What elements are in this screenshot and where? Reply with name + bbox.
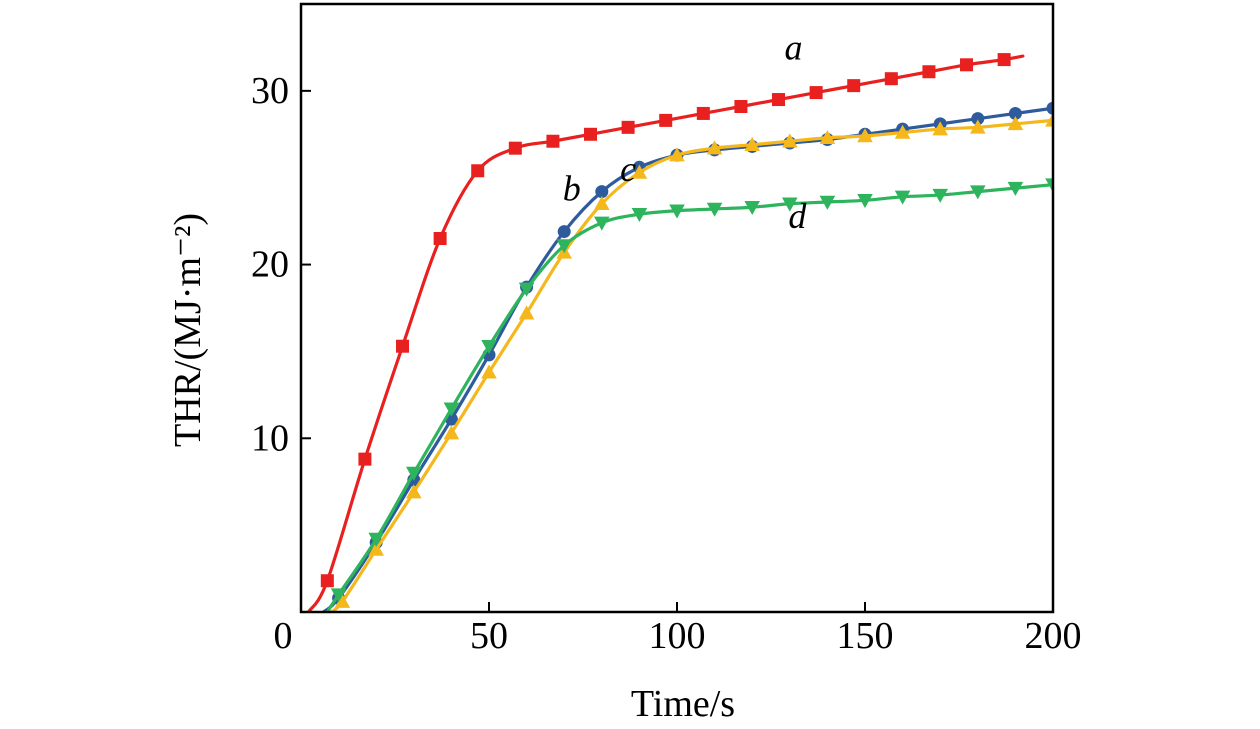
series-d-point <box>631 207 648 222</box>
x-axis-ticks: 0 50 100 150 200 <box>274 602 1082 657</box>
series-a-point <box>433 232 447 246</box>
series-c-point <box>631 164 648 179</box>
series-d-point <box>706 202 723 217</box>
series-d-point <box>970 185 986 200</box>
series-b-point <box>1046 101 1053 115</box>
series-a-point <box>621 120 635 134</box>
series-c-point <box>368 541 384 556</box>
series-d-point <box>481 339 497 355</box>
series-d-point <box>1045 178 1053 193</box>
series-d-point <box>1007 181 1024 196</box>
series-a-point <box>734 99 748 113</box>
series-d-point <box>744 201 760 216</box>
series-d-point <box>518 282 535 297</box>
series-c-point <box>706 140 723 155</box>
series-a-point <box>471 164 485 178</box>
series-a-point <box>884 72 898 86</box>
series-d-point <box>857 194 873 209</box>
series-c-point <box>594 195 610 211</box>
series-label-a: a <box>785 28 803 68</box>
x-tick-label-50: 50 <box>470 615 508 657</box>
series-b-line <box>321 106 1053 612</box>
series-label-d: d <box>788 196 807 236</box>
series-c-point <box>894 124 911 139</box>
series-b-point <box>595 185 609 199</box>
series-c-point <box>481 364 497 379</box>
series-c-point <box>744 136 760 151</box>
series-a-point <box>847 79 861 93</box>
series-c-point <box>669 147 685 162</box>
series-d-point <box>443 402 460 417</box>
series-c-point <box>334 593 351 608</box>
series-a-point <box>960 58 974 72</box>
series-a-point <box>997 53 1011 67</box>
series-d <box>325 178 1053 612</box>
series-c-point <box>1045 112 1053 127</box>
series-d-point <box>594 216 610 231</box>
series-a-point <box>320 574 334 588</box>
series-d-point <box>368 532 384 547</box>
series-c-line <box>329 118 1053 612</box>
series-b-point <box>557 225 571 239</box>
series-a-point <box>659 113 673 127</box>
series-c-point <box>857 128 873 143</box>
x-axis-title: Time/s <box>631 683 735 724</box>
series-label-b: b <box>563 168 581 208</box>
series-c-point <box>970 119 986 134</box>
series-c-point <box>1007 116 1024 131</box>
series-d-point <box>406 466 422 481</box>
series-d-point <box>556 239 572 254</box>
series-d-point <box>330 588 347 603</box>
y-tick-label-10: 10 <box>251 417 289 459</box>
series-c-point <box>819 129 836 144</box>
series-a-point <box>809 86 823 100</box>
series-layer <box>306 53 1053 612</box>
series-c-point <box>406 484 422 499</box>
series-label-layer: a b c d <box>563 28 808 237</box>
series-a <box>306 53 1025 612</box>
series-d-point <box>669 204 685 219</box>
y-axis-ticks: 10 20 30 <box>251 70 311 459</box>
series-c-point <box>443 425 460 440</box>
x-tick-label-150: 150 <box>837 615 894 657</box>
series-c-point <box>932 121 948 136</box>
series-label-c: c <box>620 149 636 189</box>
series-a-point <box>396 339 410 353</box>
y-tick-label-30: 30 <box>251 70 289 112</box>
y-axis-title: THR/(MJ·m⁻²) <box>167 213 209 447</box>
series-a-line <box>306 54 1025 612</box>
series-d-point <box>819 195 836 210</box>
series-d-point <box>782 197 798 212</box>
series-a-point <box>772 93 786 107</box>
series-c <box>329 112 1053 612</box>
series-a-point <box>922 65 936 79</box>
series-a-point <box>508 141 522 155</box>
series-b <box>321 101 1053 612</box>
series-d-point <box>932 188 948 203</box>
series-b-point <box>971 112 985 126</box>
series-d-line <box>325 183 1053 612</box>
series-a-point <box>696 106 710 120</box>
series-b-point <box>1008 106 1022 120</box>
series-c-point <box>518 305 535 320</box>
x-tick-label-100: 100 <box>649 615 706 657</box>
series-d-point <box>894 190 911 205</box>
series-a-point <box>546 134 560 148</box>
y-tick-label-20: 20 <box>251 244 289 286</box>
series-a-point <box>584 127 598 141</box>
x-tick-label-0: 0 <box>274 615 293 657</box>
x-tick-label-200: 200 <box>1025 615 1082 657</box>
series-c-point <box>782 133 798 148</box>
series-a-point <box>358 452 372 466</box>
